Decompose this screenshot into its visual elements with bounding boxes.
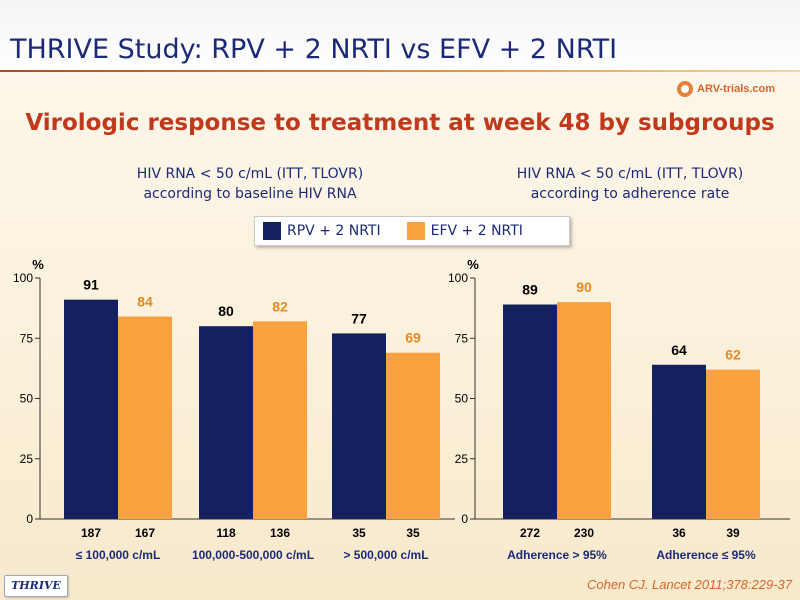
category-label: Adherence > 95% bbox=[507, 548, 607, 562]
y-tick-label: 75 bbox=[20, 331, 34, 345]
n-label: 167 bbox=[135, 526, 155, 540]
panel-title-adherence: HIV RNA < 50 c/mL (ITT, TLOVR) according… bbox=[480, 164, 780, 204]
y-axis-label: % bbox=[32, 257, 44, 272]
y-tick-label: 50 bbox=[455, 392, 469, 406]
thrive-footer-logo: THRIVE bbox=[4, 575, 68, 597]
legend-swatch-rpv bbox=[263, 222, 281, 240]
legend-label-rpv: RPV + 2 NRTI bbox=[287, 223, 381, 239]
bar-rpv bbox=[332, 333, 386, 519]
bar-efv bbox=[386, 352, 440, 519]
bar-rpv bbox=[64, 299, 118, 519]
bar-rpv bbox=[503, 304, 557, 519]
data-label: 64 bbox=[671, 342, 687, 358]
data-label: 62 bbox=[725, 347, 741, 363]
y-tick-label: 75 bbox=[455, 331, 469, 345]
slide-title: THRIVE Study: RPV + 2 NRTI vs EFV + 2 NR… bbox=[10, 34, 618, 65]
title-divider bbox=[0, 70, 800, 72]
y-axis-label: % bbox=[467, 257, 479, 272]
panel-title-baseline: HIV RNA < 50 c/mL (ITT, TLOVR) according… bbox=[100, 164, 400, 204]
bar-rpv bbox=[652, 364, 706, 519]
bar-efv bbox=[118, 316, 172, 519]
data-label: 69 bbox=[405, 330, 421, 346]
bar-efv bbox=[253, 321, 307, 519]
citation: Cohen CJ. Lancet 2011;378:229-37 bbox=[586, 577, 792, 592]
n-label: 272 bbox=[520, 526, 540, 540]
legend-swatch-efv bbox=[406, 222, 425, 240]
slide-subtitle: Virologic response to treatment at week … bbox=[25, 110, 775, 136]
n-label: 35 bbox=[406, 526, 420, 540]
data-label: 90 bbox=[576, 279, 592, 295]
data-label: 84 bbox=[137, 294, 153, 310]
data-label: 82 bbox=[272, 298, 288, 314]
category-label: > 500,000 c/mL bbox=[343, 548, 428, 562]
data-label: 77 bbox=[351, 310, 367, 326]
title-band bbox=[0, 0, 800, 72]
y-tick-label: 25 bbox=[455, 452, 469, 466]
y-tick-label: 100 bbox=[448, 271, 468, 285]
panel-title-line: HIV RNA < 50 c/mL (ITT, TLOVR) bbox=[516, 166, 744, 182]
y-tick-label: 50 bbox=[20, 392, 34, 406]
legend-item-efv: EFV + 2 NRTI bbox=[406, 222, 523, 240]
data-label: 89 bbox=[522, 282, 538, 298]
category-label: ≤ 100,000 c/mL bbox=[76, 548, 161, 562]
bar-efv bbox=[706, 369, 760, 519]
y-tick-label: 100 bbox=[13, 271, 33, 285]
n-label: 118 bbox=[216, 526, 236, 540]
panel-title-line: according to baseline HIV RNA bbox=[143, 186, 357, 202]
data-label: 91 bbox=[83, 277, 99, 293]
y-tick-label: 0 bbox=[26, 512, 33, 526]
data-label: 80 bbox=[218, 303, 234, 319]
category-label: Adherence ≤ 95% bbox=[656, 548, 756, 562]
bar-rpv bbox=[199, 326, 253, 519]
chart-legend: RPV + 2 NRTI EFV + 2 NRTI bbox=[254, 216, 570, 246]
arv-trials-logo: ARV-trials.com bbox=[676, 78, 775, 100]
n-label: 35 bbox=[352, 526, 366, 540]
n-label: 136 bbox=[270, 526, 290, 540]
bar-efv bbox=[557, 302, 611, 519]
y-tick-label: 25 bbox=[20, 452, 34, 466]
y-tick-label: 0 bbox=[461, 512, 468, 526]
legend-label-efv: EFV + 2 NRTI bbox=[430, 223, 523, 239]
category-label: 100,000-500,000 c/mL bbox=[192, 548, 314, 562]
panel-title-line: according to adherence rate bbox=[530, 186, 730, 202]
n-label: 187 bbox=[81, 526, 101, 540]
panel-title-line: HIV RNA < 50 c/mL (ITT, TLOVR) bbox=[136, 166, 364, 182]
n-label: 230 bbox=[574, 526, 594, 540]
n-label: 39 bbox=[726, 526, 740, 540]
legend-item-rpv: RPV + 2 NRTI bbox=[263, 222, 381, 240]
n-label: 36 bbox=[672, 526, 686, 540]
logo-icon bbox=[677, 81, 693, 97]
logo-text: ARV-trials.com bbox=[697, 83, 776, 95]
